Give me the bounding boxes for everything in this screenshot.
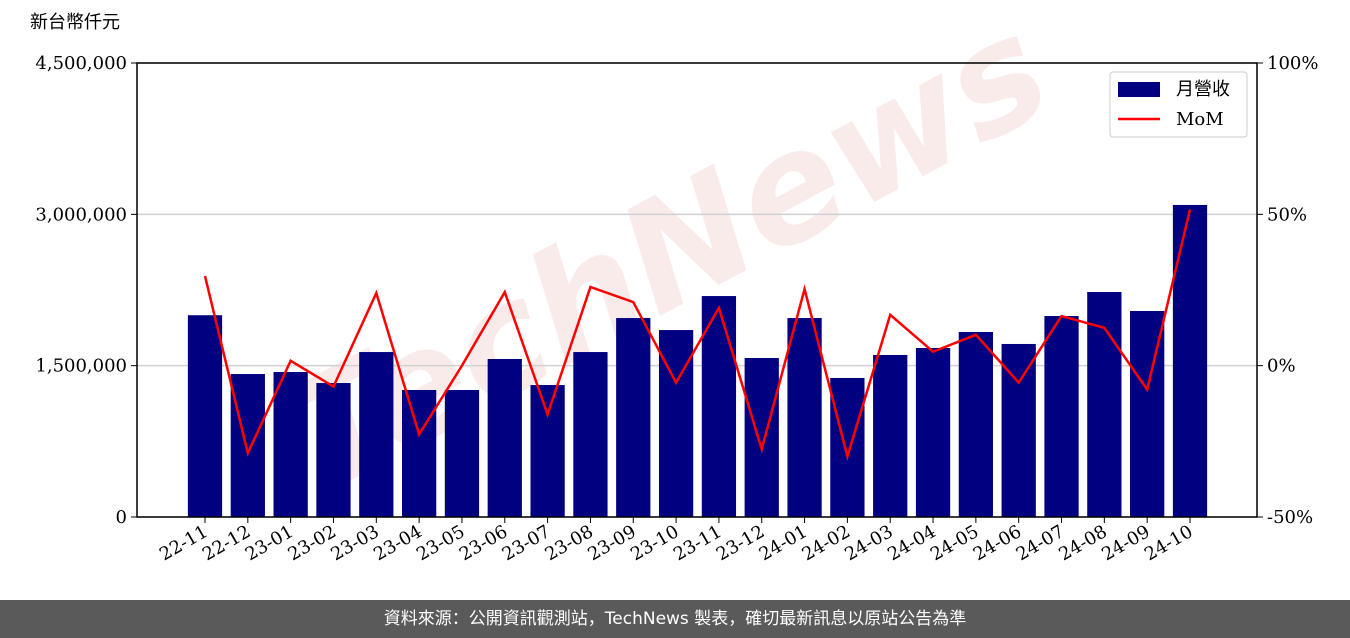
bar (230, 374, 265, 517)
y-tick-label: 0 (116, 507, 127, 528)
bar (701, 296, 737, 517)
bar (958, 331, 993, 517)
x-tick-label: 23-03 (327, 521, 382, 565)
x-tick-label: 24-01 (756, 521, 811, 565)
x-tick-label: 24-06 (970, 521, 1025, 565)
bar (915, 348, 951, 517)
bar (573, 352, 608, 517)
line (203, 209, 1192, 462)
x-tick-label: 23-06 (456, 521, 511, 565)
x-tick-label: 22-11 (156, 521, 211, 565)
x-tick-label: 24-08 (1055, 521, 1110, 565)
x-tick-label: 23-10 (627, 521, 682, 565)
x-tick-label: 23-09 (584, 521, 639, 565)
plot-frame (136, 62, 1258, 518)
y-tick-label: 4,500,000 (35, 53, 127, 74)
y2-tick-label: 0% (1267, 356, 1296, 377)
x-tick-label: 24-05 (927, 521, 982, 565)
legend-label: MoM (1176, 109, 1224, 130)
bar (187, 315, 223, 517)
y-tick-label: 1,500,000 (35, 356, 127, 377)
y2-tick-label: -50% (1267, 507, 1313, 528)
y2-tick-label: 100% (1267, 53, 1318, 74)
legend-label: 月營收 (1176, 79, 1230, 100)
bar (616, 318, 651, 517)
bar (1001, 343, 1036, 517)
bar (444, 389, 480, 517)
x-tick-label: 22-12 (199, 521, 254, 565)
bar (787, 318, 822, 517)
x-tick-label: 24-07 (1013, 521, 1068, 565)
bar (530, 385, 565, 517)
y2-tick-label: 50% (1267, 204, 1307, 225)
bar (273, 372, 308, 517)
x-tick-label: 23-04 (370, 521, 425, 565)
x-tick-label: 23-08 (541, 521, 596, 565)
bar (873, 354, 908, 517)
x-tick-label: 24-03 (841, 521, 896, 565)
bar (487, 359, 522, 517)
x-tick-label: 24-04 (884, 521, 939, 565)
bar (1044, 316, 1079, 517)
bar (359, 352, 394, 517)
x-tick-label: 23-01 (242, 521, 297, 565)
bar (744, 357, 779, 517)
x-tick-label: 23-07 (499, 521, 554, 565)
x-tick-label: 23-11 (670, 521, 725, 565)
x-tick-label: 24-02 (798, 521, 853, 565)
x-tick-label: 23-02 (285, 521, 340, 565)
bar (1172, 204, 1208, 517)
bar (316, 383, 351, 517)
y-tick-label: 3,000,000 (35, 204, 127, 225)
x-tick-label: 23-12 (713, 521, 768, 565)
footer: 資料來源：公開資訊觀測站，TechNews 製表，確切最新訊息以原站公告為準 (0, 600, 1350, 638)
x-tick-label: 24-09 (1098, 521, 1153, 565)
bar (830, 377, 865, 517)
chart: 新台幣仟元 TechNews 01,500,0003,000,0004,500,… (30, 0, 1318, 565)
y-axis-label: 新台幣仟元 (30, 12, 120, 33)
bar (402, 389, 437, 517)
x-tick-label: 24-10 (1141, 521, 1196, 565)
legend-swatch (1118, 82, 1160, 97)
x-tick-label: 23-05 (413, 521, 468, 565)
